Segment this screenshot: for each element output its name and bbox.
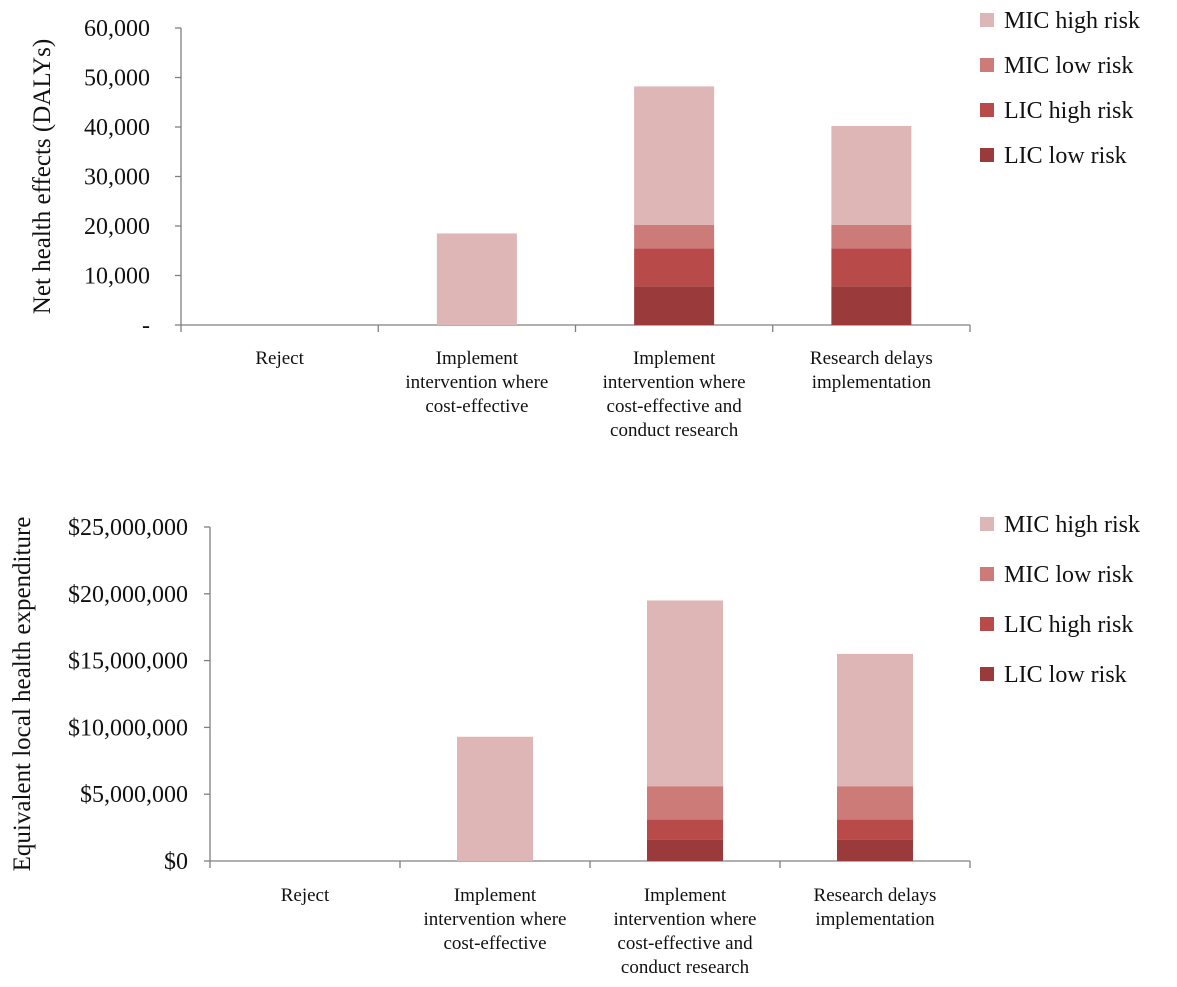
y-tick-label: $10,000,000 <box>68 715 188 741</box>
bar-mic-high-risk <box>457 736 533 861</box>
x-category-label: Research delays implementation <box>810 348 933 393</box>
legend-label: MIC low risk <box>1004 562 1133 588</box>
y-tick-label: 60,000 <box>84 16 150 42</box>
legend-swatch <box>980 567 994 581</box>
legend-label: MIC high risk <box>1004 512 1140 538</box>
legend-swatch <box>980 667 994 681</box>
x-category-label: Reject <box>255 348 304 369</box>
bar-lic-high-risk <box>831 248 912 287</box>
legend-label: MIC low risk <box>1004 53 1133 79</box>
y-tick-label: $25,000,000 <box>68 515 188 541</box>
bar-mic-high-risk <box>837 653 913 787</box>
bar-lic-high-risk <box>837 819 913 840</box>
bar-lic-low-risk <box>831 286 912 325</box>
bar-mic-high-risk <box>647 600 723 787</box>
dalys-chart: - 10,000 20,000 30,000 40,000 50,000 60,000 Rej… <box>29 8 1140 441</box>
bar-mic-low-risk <box>647 786 723 820</box>
legend-label: MIC high risk <box>1004 8 1140 34</box>
y-tick-label: $15,000,000 <box>68 649 188 675</box>
y-tick-label: 40,000 <box>84 115 150 141</box>
bar-lic-low-risk <box>647 839 723 861</box>
legend-swatch <box>980 58 994 72</box>
bar-mic-high-risk <box>634 86 715 226</box>
y-tick-label: $5,000,000 <box>80 782 188 808</box>
y-tick-label: 10,000 <box>84 264 150 290</box>
legend-label: LIC low risk <box>1004 662 1127 688</box>
bar-mic-high-risk <box>436 233 517 325</box>
legend-swatch <box>980 13 994 27</box>
y-tick-label: 50,000 <box>84 66 150 92</box>
bar-lic-high-risk <box>634 248 715 287</box>
bar-mic-low-risk <box>831 225 912 249</box>
legend-swatch <box>980 517 994 531</box>
x-category-label: Implement intervention where cost-effectiv… <box>424 885 567 954</box>
x-category-label: Implement intervention where cost-effectiv… <box>603 348 746 441</box>
x-category-label: Reject <box>281 885 330 906</box>
x-category-label: Research delays implementation <box>814 885 937 930</box>
bar-mic-high-risk <box>831 126 912 226</box>
bar-lic-high-risk <box>647 819 723 840</box>
legend-label: LIC high risk <box>1004 612 1133 638</box>
bar-lic-low-risk <box>837 839 913 861</box>
x-category-label: Implement intervention where cost-effectiv… <box>614 885 757 978</box>
bar-lic-low-risk <box>634 286 715 325</box>
y-axis-title: Net health effects (DALYs) <box>29 39 56 314</box>
bar-mic-low-risk <box>634 225 715 249</box>
x-category-label: Implement intervention where cost-effectiv… <box>405 348 548 417</box>
y-tick-label: $20,000,000 <box>68 582 188 608</box>
y-tick-label: 20,000 <box>84 214 150 240</box>
legend-swatch <box>980 148 994 162</box>
y-tick-label: 30,000 <box>84 165 150 191</box>
y-tick-label: $0 <box>164 849 188 875</box>
y-axis-title: Equivalent local health expenditure <box>9 517 36 872</box>
bar-mic-low-risk <box>837 786 913 820</box>
legend-swatch <box>980 103 994 117</box>
y-tick-label: - <box>142 313 150 339</box>
legend-label: LIC high risk <box>1004 98 1133 124</box>
legend-label: LIC low risk <box>1004 143 1127 169</box>
expenditure-chart: $0 $5,000,000 $10,000,000 $15,000,000 $20,00… <box>9 512 1140 978</box>
legend-swatch <box>980 617 994 631</box>
